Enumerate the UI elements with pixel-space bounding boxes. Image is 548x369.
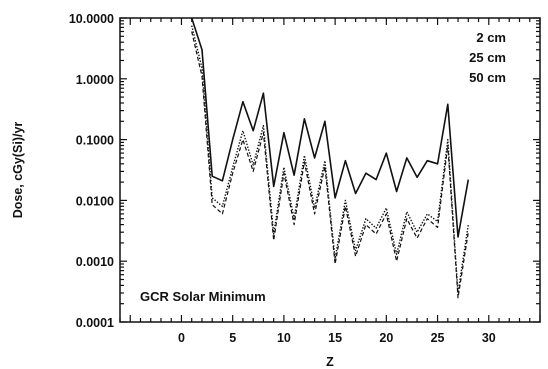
legend: 2 cm 25 cm 50 cm xyxy=(469,30,506,85)
y-tick-labels: 0.0001 0.0010 0.0100 0.1000 1.0000 10.0000 xyxy=(69,12,114,330)
legend-entry-1: 25 cm xyxy=(469,50,506,65)
y-tick-label: 10.0000 xyxy=(69,12,114,26)
y-tick-label: 0.0100 xyxy=(76,194,114,208)
y-tick-label: 1.0000 xyxy=(76,73,114,87)
axis-ticks xyxy=(119,17,541,323)
x-tick-label: 10 xyxy=(277,331,291,345)
series-line-2 xyxy=(191,31,469,299)
chart-annotation: GCR Solar Minimum xyxy=(140,289,266,304)
x-tick-label: 20 xyxy=(379,331,393,345)
x-tick-label: 0 xyxy=(178,331,185,345)
y-tick-label: 0.1000 xyxy=(76,134,114,148)
y-tick-label: 0.0010 xyxy=(76,255,114,269)
x-axis-label: Z xyxy=(326,355,334,369)
x-tick-label: 30 xyxy=(482,331,496,345)
x-tick-label: 15 xyxy=(328,331,342,345)
x-tick-labels: 0 5 10 15 20 25 30 xyxy=(178,331,496,345)
series-line-0 xyxy=(190,17,470,238)
y-tick-label: 0.0001 xyxy=(76,316,114,330)
legend-entry-0: 2 cm xyxy=(476,30,506,45)
legend-entry-2: 50 cm xyxy=(469,70,506,85)
y-axis-label: Dose, cGy(Si)/yr xyxy=(11,122,25,219)
plot-frame xyxy=(119,17,541,323)
x-tick-label: 25 xyxy=(431,331,445,345)
x-tick-label: 5 xyxy=(229,331,236,345)
series-lines xyxy=(190,17,470,299)
